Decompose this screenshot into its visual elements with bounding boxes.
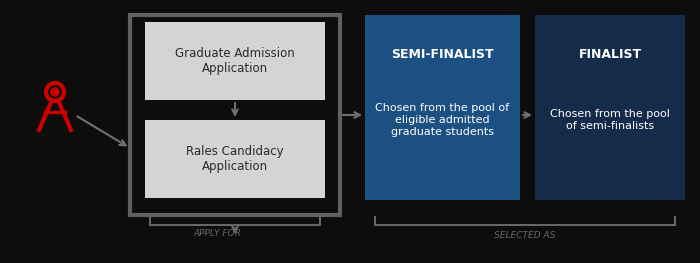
Text: Rales Candidacy
Application: Rales Candidacy Application: [186, 145, 284, 173]
Text: SELECTED AS: SELECTED AS: [494, 230, 556, 240]
Text: Chosen from the pool
of semi-finalists: Chosen from the pool of semi-finalists: [550, 109, 670, 131]
FancyBboxPatch shape: [365, 15, 520, 200]
Text: Graduate Admission
Application: Graduate Admission Application: [175, 47, 295, 75]
Text: FINALIST: FINALIST: [578, 48, 642, 62]
FancyBboxPatch shape: [145, 22, 325, 100]
FancyBboxPatch shape: [130, 15, 340, 215]
Text: APPLY FOR: APPLY FOR: [193, 229, 241, 237]
Circle shape: [51, 88, 59, 96]
Text: Chosen from the pool of
eligible admitted
graduate students: Chosen from the pool of eligible admitte…: [375, 103, 510, 136]
FancyBboxPatch shape: [535, 15, 685, 200]
FancyBboxPatch shape: [145, 120, 325, 198]
Text: SEMI-FINALIST: SEMI-FINALIST: [391, 48, 493, 62]
